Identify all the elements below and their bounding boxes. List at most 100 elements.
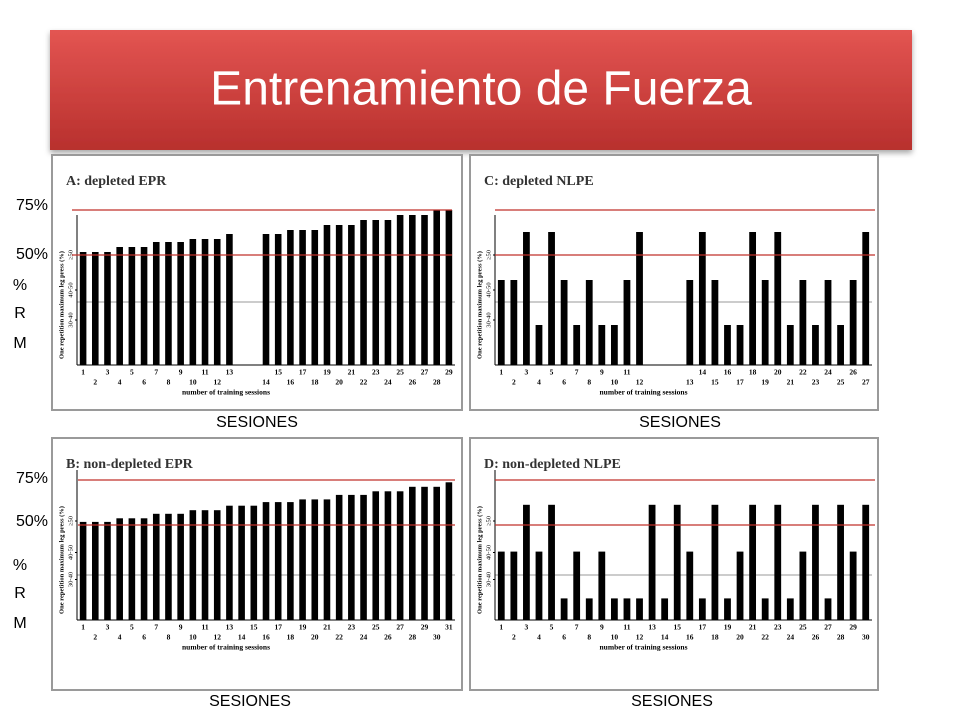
chart-title: C: depleted NLPE — [484, 174, 594, 189]
bar — [91, 521, 99, 620]
x-tick-label: 26 — [409, 378, 417, 387]
x-tick-label: 3 — [106, 623, 110, 632]
bar — [116, 247, 123, 365]
slide-title: Entrenamiento de Fuerza — [210, 63, 752, 116]
bar — [636, 232, 643, 365]
bar — [311, 499, 319, 620]
bar — [348, 225, 355, 365]
x-tick-label: 4 — [537, 378, 541, 387]
y-tick-label: 30-40 — [485, 572, 492, 587]
x-tick-label: 28 — [433, 378, 441, 387]
x-caption: SESIONES — [216, 414, 298, 431]
x-tick-label: 19 — [761, 378, 769, 387]
bar — [335, 225, 343, 365]
bar — [585, 280, 593, 365]
bar — [250, 505, 258, 620]
bar — [79, 521, 87, 620]
bar — [409, 215, 416, 365]
x-tick-label: 12 — [213, 633, 221, 642]
bar — [711, 280, 719, 365]
bar — [165, 513, 172, 620]
x-tick-label: 10 — [189, 633, 197, 642]
x-tick-label: 18 — [711, 633, 719, 642]
x-tick-label: 24 — [824, 368, 832, 377]
bar — [348, 494, 355, 620]
x-tick-label: 20 — [736, 633, 744, 642]
x-tick-label: 19 — [323, 368, 331, 377]
bar — [226, 505, 233, 620]
x-tick-label: 25 — [837, 378, 845, 387]
bar — [189, 239, 197, 365]
x-tick-label: 4 — [118, 633, 122, 642]
x-tick-label: 13 — [226, 368, 234, 377]
x-tick-label: 14 — [661, 633, 669, 642]
y-tick-label: 40-50 — [485, 282, 492, 297]
x-tick-label: 26 — [384, 633, 392, 642]
x-axis-label: number of training sessions — [599, 643, 687, 652]
marker-label: 50% — [16, 513, 48, 530]
x-tick-label: 28 — [837, 633, 845, 642]
x-tick-label: 26 — [812, 633, 820, 642]
x-tick-label: 9 — [179, 623, 183, 632]
bar — [573, 551, 581, 620]
x-tick-label: 22 — [761, 633, 769, 642]
bar — [523, 232, 530, 365]
x-tick-label: 12 — [636, 378, 644, 387]
bar — [421, 486, 428, 620]
bar — [535, 551, 543, 620]
bar — [396, 491, 404, 620]
x-tick-label: 4 — [118, 378, 122, 387]
x-tick-label: 1 — [81, 623, 85, 632]
x-tick-label: 13 — [648, 623, 656, 632]
x-tick-label: 2 — [512, 378, 516, 387]
x-tick-label: 22 — [335, 633, 343, 642]
bar — [116, 518, 123, 620]
bar — [661, 598, 669, 620]
bar — [213, 510, 221, 620]
x-tick-label: 12 — [213, 378, 221, 387]
bar — [610, 598, 618, 620]
bar — [774, 504, 782, 620]
x-tick-label: 20 — [335, 378, 343, 387]
bar — [299, 230, 306, 365]
x-tick-label: 17 — [274, 623, 282, 632]
y-tick-label: 30-40 — [67, 312, 74, 327]
bar — [648, 504, 656, 620]
bar — [862, 232, 870, 365]
bar — [686, 280, 694, 365]
bar — [774, 232, 782, 365]
x-tick-label: 3 — [106, 368, 110, 377]
bar — [761, 280, 769, 365]
x-tick-label: 29 — [849, 623, 857, 632]
bar — [128, 247, 136, 365]
bar — [523, 504, 530, 620]
x-tick-label: 12 — [636, 633, 644, 642]
bar — [384, 491, 392, 620]
x-tick-label: 15 — [250, 623, 258, 632]
x-tick-label: 6 — [562, 633, 566, 642]
x-tick-label: 7 — [154, 623, 158, 632]
bar — [548, 504, 555, 620]
x-tick-label: 22 — [799, 368, 807, 377]
x-tick-label: 23 — [774, 623, 782, 632]
x-tick-label: 8 — [167, 633, 171, 642]
x-tick-label: 16 — [724, 368, 732, 377]
x-tick-label: 7 — [575, 368, 579, 377]
x-tick-label: 17 — [299, 368, 307, 377]
x-axis-label: number of training sessions — [182, 388, 270, 397]
bar — [799, 551, 807, 620]
bar — [749, 504, 757, 620]
x-tick-label: 22 — [360, 378, 368, 387]
bar — [238, 505, 245, 620]
x-tick-label: 18 — [749, 368, 757, 377]
unit-letter: R — [14, 585, 26, 602]
y-tick-label: 40-50 — [67, 282, 74, 297]
bar — [274, 502, 282, 620]
x-tick-label: 8 — [587, 633, 591, 642]
x-tick-label: 2 — [93, 633, 97, 642]
x-tick-label: 13 — [686, 378, 694, 387]
bar — [152, 513, 160, 620]
